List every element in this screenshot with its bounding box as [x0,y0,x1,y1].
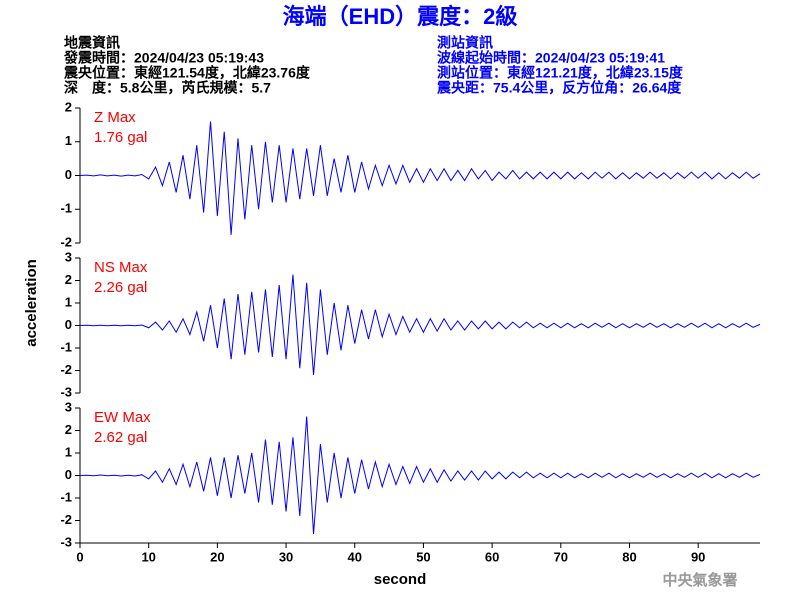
info-left: 地震資訊 [64,35,120,51]
y-tick-label: 2 [65,272,72,287]
info-left: 發震時間：2024/04/23 05:19:43 [63,50,264,66]
x-tick-label: 0 [76,549,83,564]
y-tick-label: 2 [65,99,72,114]
y-tick-label: 3 [65,399,72,414]
waveform [79,121,761,235]
y-tick-label: -1 [60,489,72,504]
y-tick-label: 0 [65,317,72,332]
x-tick-label: 90 [691,549,705,564]
panel-label: NS Max [94,259,148,276]
info-right: 波線起始時間：2024/04/23 05:19:41 [437,50,665,66]
y-tick-label: 2 [65,422,72,437]
info-right: 測站資訊 [437,35,493,51]
y-tick-label: -1 [60,339,72,354]
y-tick-label: 3 [65,249,72,264]
y-tick-label: -2 [60,362,72,377]
panel-label: EW Max [94,409,151,426]
y-tick-label: -1 [60,201,72,216]
y-tick-label: 1 [65,133,72,148]
info-left: 深 度：5.8公里，芮氏規模：5.7 [64,80,271,96]
x-axis-label: second [374,571,427,588]
panel-max: 2.62 gal [94,429,147,446]
info-right: 震央距：75.4公里，反方位角：26.64度 [436,80,682,96]
chart-title: 海端（EHD）震度：2級 [283,4,518,29]
y-tick-label: -2 [60,512,72,527]
x-tick-label: 70 [554,549,568,564]
y-tick-label: 1 [65,294,72,309]
y-tick-label: 0 [65,467,72,482]
footer: 中央氣象署 [662,571,737,589]
panel-label: Z Max [94,109,136,126]
panel-max: 1.76 gal [94,129,147,146]
info-left: 震央位置：東經121.54度，北緯23.76度 [63,65,311,81]
x-tick-label: 30 [279,549,293,564]
y-tick-label: -2 [60,234,72,249]
x-tick-label: 40 [348,549,362,564]
y-tick-label: 1 [65,444,72,459]
x-tick-label: 60 [485,549,499,564]
y-tick-label: 0 [65,167,72,182]
info-right: 測站位置：東經121.21度，北緯23.15度 [437,65,684,81]
x-tick-label: 50 [416,549,430,564]
x-tick-label: 80 [622,549,636,564]
y-axis-label: acceleration [23,259,40,347]
y-tick-label: -3 [60,534,72,549]
waveform [79,416,761,535]
y-tick-label: -3 [60,384,72,399]
waveform [79,274,761,376]
panel-max: 2.26 gal [94,279,147,296]
x-tick-label: 20 [210,549,224,564]
x-tick-label: 10 [141,549,155,564]
